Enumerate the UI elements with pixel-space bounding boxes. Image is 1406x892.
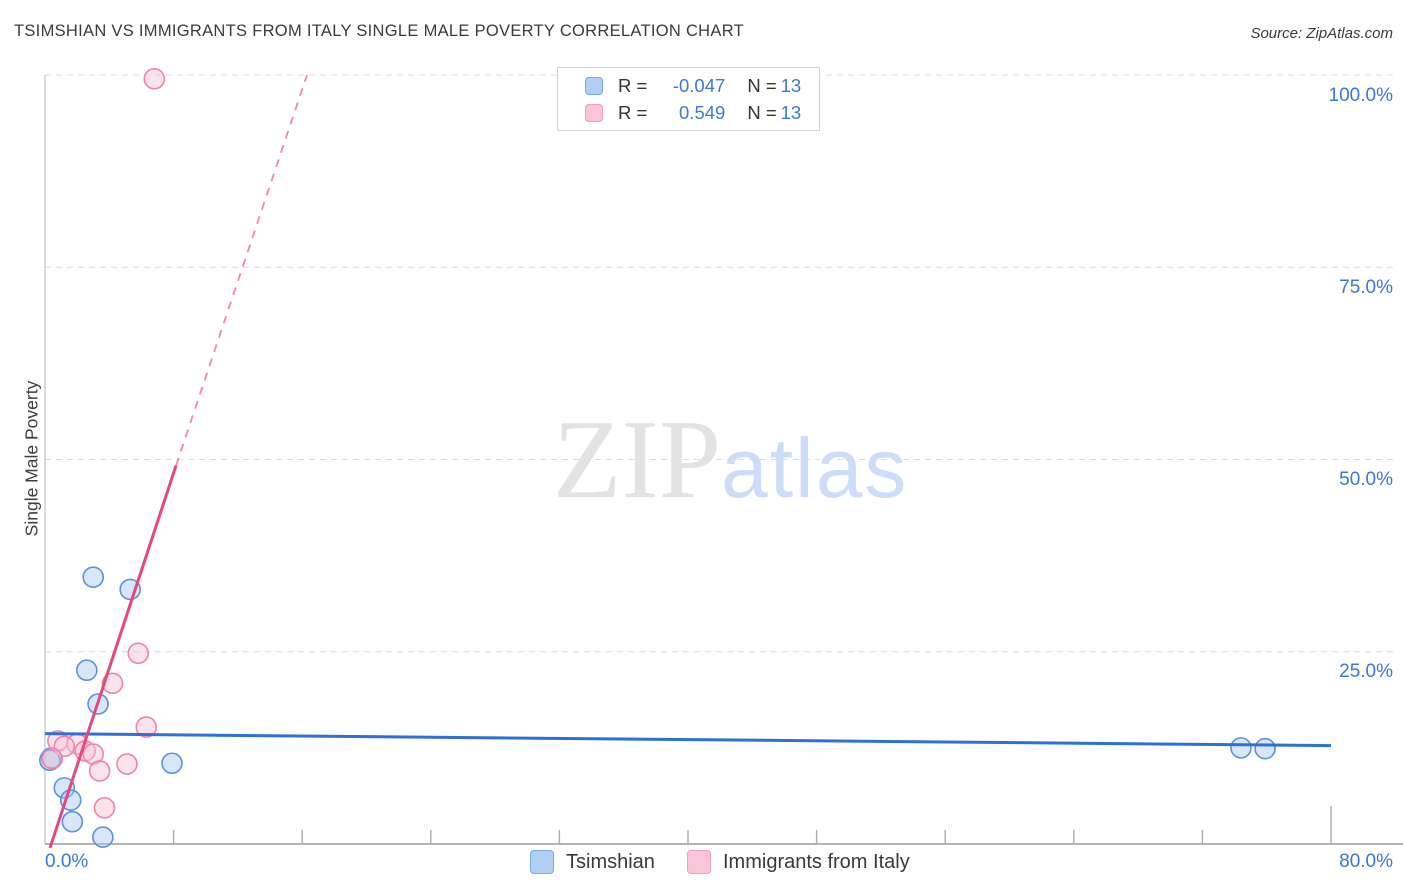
y-tick-label-25: 25.0%	[1339, 661, 1393, 682]
data-point-tsimshian[interactable]	[119, 578, 141, 601]
data-point-italy[interactable]	[93, 797, 116, 819]
legend-item-italy: Immigrants from Italy	[687, 850, 910, 874]
legend-item-tsimshian: Tsimshian	[530, 850, 655, 874]
source-attribution: Source: ZipAtlas.com	[1250, 25, 1393, 42]
data-point-tsimshian[interactable]	[1230, 737, 1252, 759]
trendline-italy	[48, 465, 178, 849]
y-tick-label-50: 50.0%	[1339, 469, 1393, 490]
data-point-tsimshian[interactable]	[92, 826, 114, 848]
legend-row-tsimshian: R = -0.047 N = 13	[585, 75, 819, 97]
y-axis-title: Single Male Poverty	[21, 380, 42, 537]
trendline-tsimshian	[44, 732, 1332, 748]
x-tick-label-min: 0.0%	[45, 851, 89, 872]
data-point-italy[interactable]	[127, 642, 150, 665]
series-legend: Tsimshian Immigrants from Italy	[0, 850, 1406, 880]
data-point-tsimshian[interactable]	[59, 789, 82, 811]
tsimshian-swatch-icon	[530, 850, 554, 874]
italy-swatch-icon	[687, 850, 711, 874]
r-value: 0.549	[679, 101, 726, 123]
y-tick-label-100: 100.0%	[1328, 85, 1393, 106]
data-point-tsimshian[interactable]	[161, 752, 183, 775]
legend-label: Tsimshian	[566, 850, 655, 873]
italy-swatch-icon	[585, 103, 603, 122]
n-label: N =	[747, 101, 777, 123]
data-point-tsimshian[interactable]	[61, 810, 84, 833]
data-point-italy[interactable]	[41, 747, 64, 770]
n-value: 13	[780, 74, 802, 96]
data-point-tsimshian[interactable]	[82, 566, 105, 588]
data-point-tsimshian[interactable]	[75, 659, 98, 682]
n-value: 13	[780, 101, 802, 123]
trendline-italy-extension	[175, 74, 308, 466]
tsimshian-swatch-icon	[585, 76, 603, 95]
legend-row-italy: R = 0.549 N = 13	[585, 102, 819, 124]
data-point-italy[interactable]	[116, 753, 138, 775]
correlation-legend: R = -0.047 N = 13 R = 0.549 N = 13	[557, 67, 820, 131]
y-tick-label-75: 75.0%	[1339, 277, 1393, 298]
data-point-tsimshian[interactable]	[1254, 737, 1276, 760]
data-point-italy[interactable]	[101, 672, 124, 695]
r-label: R =	[618, 101, 648, 123]
n-label: N =	[747, 74, 777, 96]
data-point-italy[interactable]	[135, 716, 158, 738]
page-title: TSIMSHIAN VS IMMIGRANTS FROM ITALY SINGL…	[14, 22, 744, 40]
x-tick-label-max: 80.0%	[1339, 851, 1393, 872]
legend-label: Immigrants from Italy	[723, 850, 910, 873]
data-point-italy[interactable]	[143, 68, 166, 90]
r-value: -0.047	[672, 74, 726, 96]
r-label: R =	[618, 74, 648, 96]
data-point-italy[interactable]	[88, 760, 111, 782]
